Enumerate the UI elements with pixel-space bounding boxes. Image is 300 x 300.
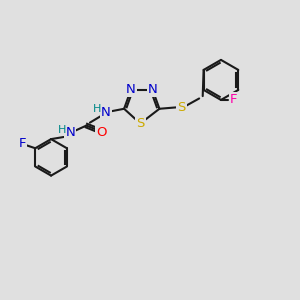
Text: F: F (18, 137, 26, 150)
Text: N: N (101, 106, 111, 118)
Text: S: S (136, 117, 145, 130)
Text: H: H (58, 125, 66, 135)
Text: O: O (97, 125, 107, 139)
Text: S: S (177, 101, 186, 114)
Text: H: H (93, 104, 101, 114)
Text: N: N (148, 83, 158, 96)
Text: N: N (126, 83, 136, 96)
Text: F: F (230, 93, 237, 106)
Text: N: N (65, 126, 75, 140)
